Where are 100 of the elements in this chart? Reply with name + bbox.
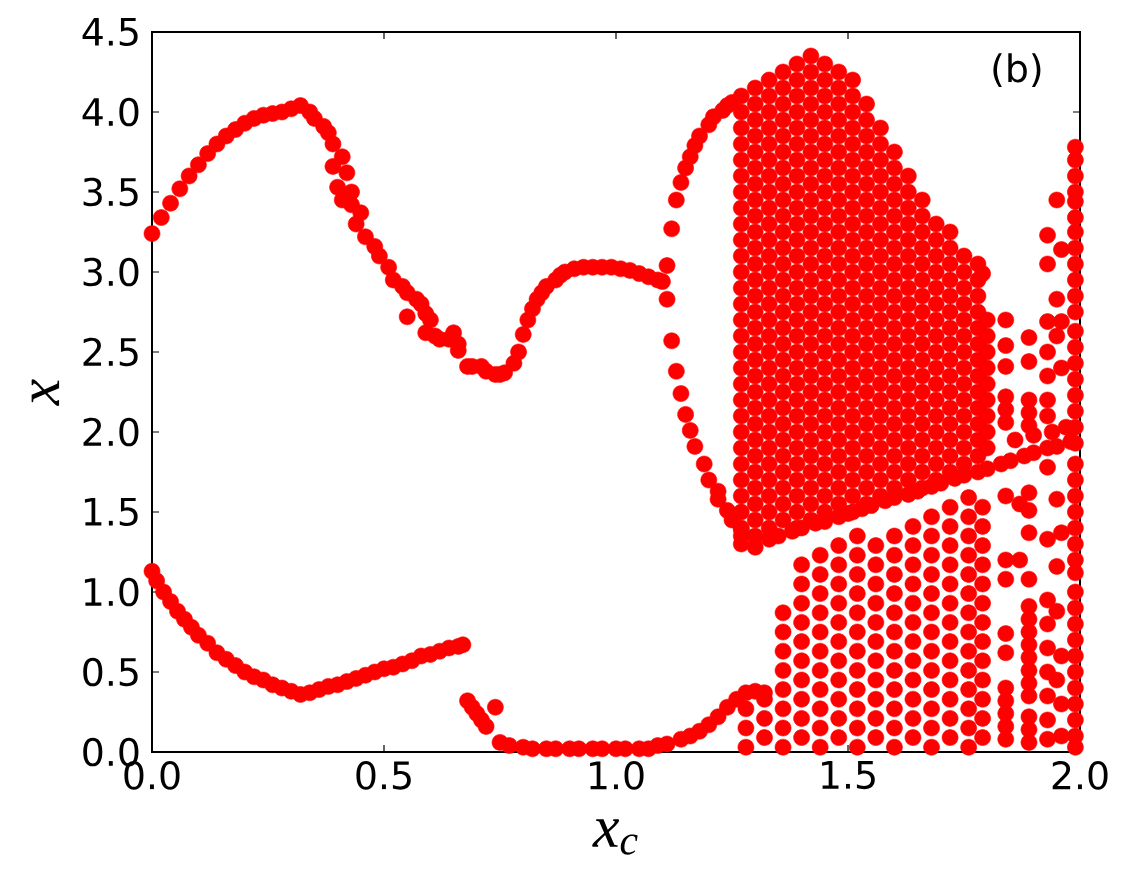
point <box>844 439 861 457</box>
point <box>830 95 848 113</box>
point <box>913 223 931 241</box>
point <box>1067 151 1084 169</box>
point <box>793 594 810 612</box>
point <box>774 303 792 321</box>
point <box>802 111 820 129</box>
point <box>760 487 778 505</box>
point <box>811 604 829 622</box>
point <box>1067 167 1084 185</box>
point <box>923 546 940 564</box>
point <box>1067 209 1084 226</box>
point <box>941 431 959 449</box>
point <box>760 215 778 233</box>
point <box>909 482 926 500</box>
point <box>872 327 889 345</box>
point <box>1067 599 1084 617</box>
point <box>830 415 848 433</box>
point <box>941 255 959 273</box>
point <box>1020 570 1038 588</box>
point <box>941 271 959 289</box>
point <box>900 263 917 281</box>
point <box>816 151 834 169</box>
point <box>974 556 991 574</box>
point <box>844 263 861 281</box>
point <box>1039 730 1056 748</box>
point <box>737 700 755 718</box>
point <box>830 351 848 369</box>
point <box>1067 402 1084 420</box>
point <box>1067 503 1084 521</box>
point <box>886 527 903 545</box>
point <box>848 662 866 679</box>
point <box>774 335 792 353</box>
point <box>844 455 861 473</box>
point <box>774 223 792 241</box>
point <box>844 103 861 121</box>
point <box>844 135 861 153</box>
point <box>886 191 903 209</box>
point <box>774 255 792 273</box>
point <box>858 383 875 401</box>
point <box>978 375 996 393</box>
point <box>737 738 755 756</box>
point <box>746 159 764 177</box>
point <box>886 303 903 321</box>
point <box>760 423 778 441</box>
point <box>338 164 356 182</box>
point <box>955 247 973 265</box>
point <box>978 327 996 345</box>
point <box>900 183 917 201</box>
point <box>811 546 829 564</box>
point <box>802 47 820 65</box>
point <box>872 455 889 473</box>
point <box>923 642 940 660</box>
point <box>886 287 903 305</box>
point <box>867 594 885 612</box>
point <box>793 575 810 593</box>
point <box>997 625 1015 642</box>
point <box>830 729 848 746</box>
point <box>997 551 1015 569</box>
point <box>941 518 959 535</box>
y-tick-label: 1.0 <box>84 577 139 607</box>
point <box>1025 444 1042 462</box>
point <box>746 175 764 193</box>
point <box>788 295 806 313</box>
point <box>324 135 342 153</box>
point <box>844 247 861 265</box>
annotation: (b) <box>993 53 1041 88</box>
point <box>1053 695 1070 713</box>
point <box>793 710 810 727</box>
point <box>927 279 945 297</box>
point <box>900 359 917 377</box>
y-tick-label: 4.5 <box>82 17 138 47</box>
point <box>788 55 806 73</box>
point <box>746 223 764 241</box>
point <box>802 63 820 81</box>
point <box>960 662 977 679</box>
point <box>788 199 806 217</box>
point <box>152 209 170 226</box>
point <box>760 231 778 249</box>
point <box>844 183 861 201</box>
point <box>858 255 875 273</box>
point <box>788 423 806 441</box>
point <box>774 191 792 209</box>
point <box>788 359 806 377</box>
point <box>1039 407 1056 425</box>
point <box>816 231 834 249</box>
point <box>848 527 866 545</box>
point <box>514 326 532 343</box>
point <box>816 295 834 313</box>
y-tick-label: 3.5 <box>83 177 138 207</box>
point <box>811 623 829 641</box>
point <box>872 135 889 153</box>
point <box>830 399 848 417</box>
point <box>997 570 1015 588</box>
point <box>732 167 750 185</box>
point <box>904 710 922 727</box>
point <box>672 385 690 402</box>
point <box>774 239 792 257</box>
point <box>941 652 959 670</box>
point <box>658 257 676 274</box>
